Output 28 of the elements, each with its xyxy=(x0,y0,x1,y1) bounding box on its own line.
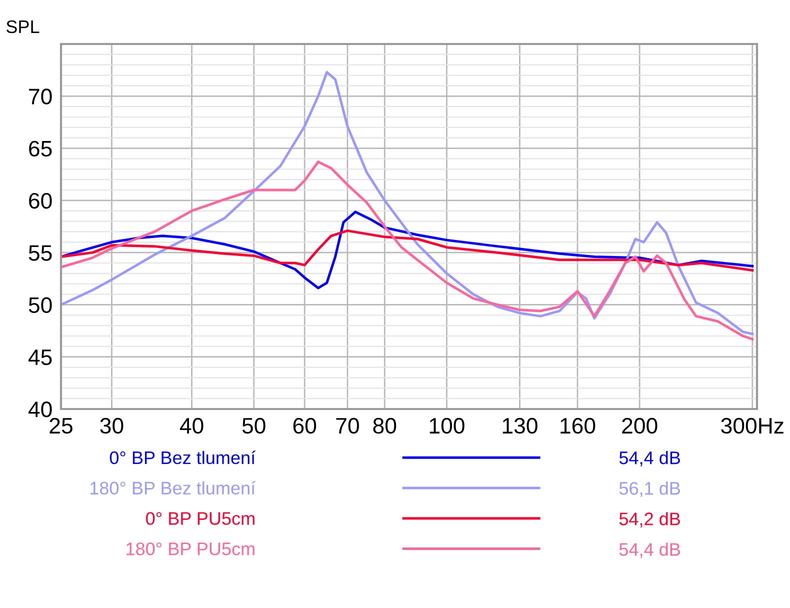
x-tick-label: 200 xyxy=(622,418,658,434)
x-tick-label: 40 xyxy=(180,418,204,434)
y-tick-label: 50 xyxy=(28,297,52,313)
text: 54,4 dB xyxy=(619,450,680,466)
x-tick-label: 130 xyxy=(502,418,538,434)
text: 56,1 dB xyxy=(619,482,680,497)
y-axis-title: SPL xyxy=(6,20,40,34)
x-tick-label: 300Hz xyxy=(721,418,784,434)
x-tick-label: 100 xyxy=(430,418,464,434)
x-tick-label: 160 xyxy=(560,418,596,434)
text: 54,4 dB xyxy=(619,542,680,558)
y-tick-label: 65 xyxy=(29,140,52,157)
x-tick-label: 60 xyxy=(293,418,316,434)
y-tick-label: 40 xyxy=(28,402,52,418)
text: 54,2 dB xyxy=(619,512,680,528)
x-tick-label: 50 xyxy=(242,418,266,434)
text: 0° BP Bez tlumení xyxy=(110,450,256,464)
text: 180° BP Bez tlumení xyxy=(90,481,256,495)
x-tick-label: 30 xyxy=(100,418,124,434)
text: 0° BP PU5cm xyxy=(146,512,254,525)
y-tick-label: 60 xyxy=(29,192,52,209)
y-tick-label: 70 xyxy=(29,88,52,104)
y-tick-label: 45 xyxy=(28,350,52,366)
x-tick-label: 80 xyxy=(373,418,396,434)
text: 180° BP PU5cm xyxy=(126,542,254,556)
x-tick-label: 25 xyxy=(50,418,72,434)
y-tick-label: 55 xyxy=(28,245,52,261)
x-tick-label: 70 xyxy=(336,418,359,434)
